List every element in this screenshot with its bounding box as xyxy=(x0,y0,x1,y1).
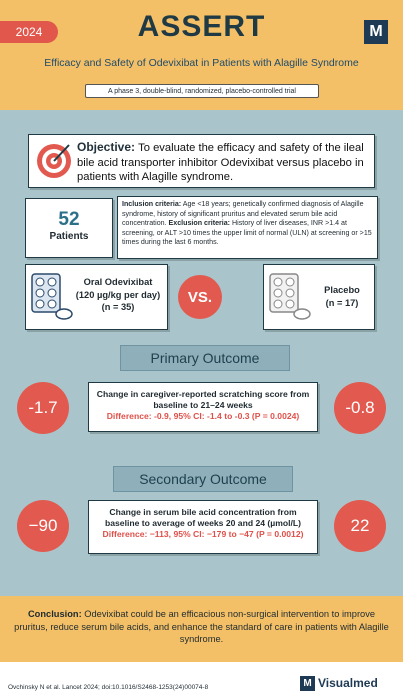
year-tag: 2024 xyxy=(0,21,58,43)
conclusion-text: Odevixibat could be an efficacious non-s… xyxy=(14,609,389,645)
arm-n: (n = 35) xyxy=(101,302,135,313)
objective-box xyxy=(28,134,375,188)
placebo-result: -0.8 xyxy=(334,382,386,434)
criteria-box: Inclusion criteria: Age <18 years; genet… xyxy=(117,196,378,259)
exclusion-text: History of liver diseases, INR >1.4 at s… xyxy=(122,219,372,247)
objective: Objective: To evaluate the efficacy and … xyxy=(77,140,371,185)
outcome-heading: Secondary Outcome xyxy=(113,466,293,492)
vs-badge: VS. xyxy=(178,275,222,319)
odevixibat-result: -1.7 xyxy=(17,382,69,434)
arm-name: Oral Odevixibat xyxy=(83,277,153,287)
objective-text: To evaluate the efficacy and safety of t… xyxy=(77,142,364,184)
placebo-text: Placebo (n = 17) xyxy=(312,284,372,310)
brand-logo: M xyxy=(300,676,315,691)
pill-icon xyxy=(31,273,73,320)
logo: M xyxy=(364,20,388,44)
outcome-difference: Difference: -0.9, 95% CI: -1.4 to -0.3 (… xyxy=(106,411,300,422)
outcome-box: Change in serum bile acid concentration … xyxy=(88,500,318,554)
arm-dose: (120 µg/kg per day) xyxy=(75,289,161,300)
conclusion: Conclusion: Odevixibat could be an effic… xyxy=(0,596,403,662)
placebo-icon xyxy=(269,273,311,320)
arm-name: Placebo xyxy=(324,285,360,295)
outcome-box: Change in caregiver-reported scratching … xyxy=(88,382,318,432)
target-icon xyxy=(37,144,71,178)
citation: Ovchinsky N et al. Lancet 2024; doi:10.1… xyxy=(8,684,209,691)
outcome-difference: Difference: −113, 95% CI: −179 to −47 (P… xyxy=(102,529,304,540)
odevixibat-result: −90 xyxy=(17,500,69,552)
brand: Visualmed xyxy=(318,676,378,690)
exclusion-label: Exclusion criteria: xyxy=(168,219,231,228)
design-badge: A phase 3, double-blind, randomized, pla… xyxy=(85,84,319,98)
outcome-description: Change in caregiver-reported scratching … xyxy=(96,389,310,411)
footer xyxy=(0,662,403,700)
patients-box: 52 Patients xyxy=(25,198,113,258)
inclusion-text: Age <18 years; genetically confirmed dia… xyxy=(122,200,364,228)
inclusion-label: Inclusion criteria: xyxy=(122,200,182,208)
subtitle: Efficacy and Safety of Odevixibat in Pat… xyxy=(44,57,359,69)
patient-count: 52 xyxy=(58,209,80,230)
objective-label: Objective: xyxy=(77,140,136,154)
outcome-description: Change in serum bile acid concentration … xyxy=(105,507,301,529)
placebo-result: 22 xyxy=(334,500,386,552)
treatment-text: Oral Odevixibat (120 µg/kg per day) (n =… xyxy=(72,276,164,314)
arm-n: (n = 17) xyxy=(325,298,359,309)
outcome-heading: Primary Outcome xyxy=(120,345,290,371)
title: ASSERT xyxy=(137,10,266,43)
conclusion-label: Conclusion: xyxy=(27,609,82,619)
patients-label: Patients xyxy=(49,231,89,242)
